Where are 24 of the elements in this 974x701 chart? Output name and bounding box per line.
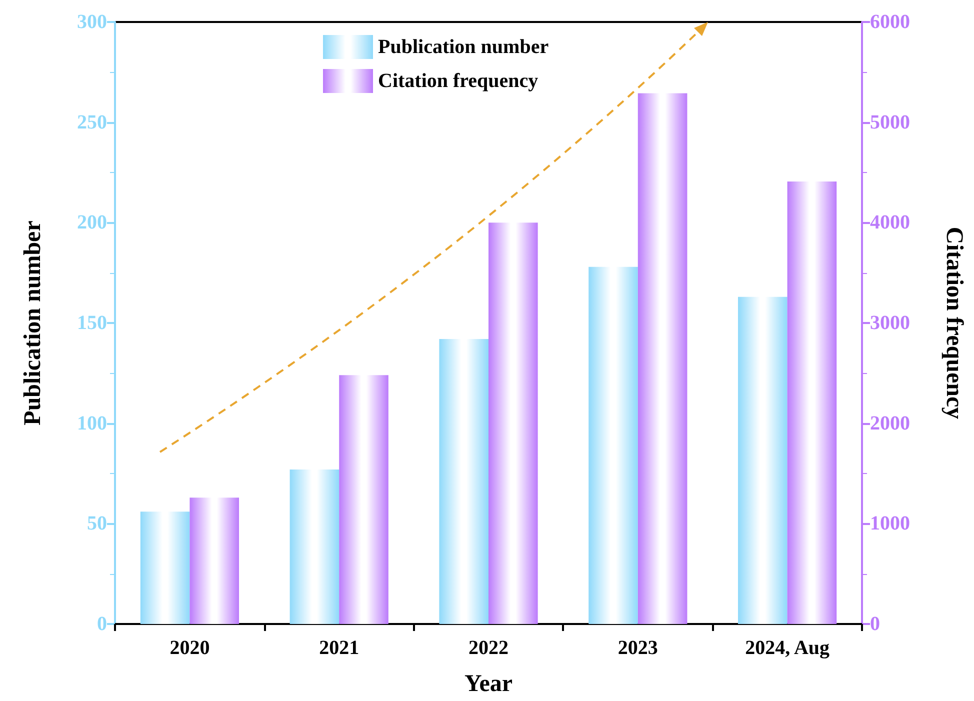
x-axis-title: Year [464,671,513,697]
y2-axis-title: Citation frequency [941,226,967,420]
y2-tick-label: 5000 [870,111,910,134]
y2-tick-label: 0 [870,613,880,635]
y-axis-title: Publication number [20,220,46,426]
y-tick-label: 250 [77,111,107,134]
x-tick-label: 2021 [319,637,360,659]
y-tick-label: 100 [77,412,107,434]
y-tick-label: 200 [77,212,107,234]
x-tick-label: 2024, Aug [745,637,830,659]
legend-label: Publication number [378,36,549,58]
y2-tick-label: 1000 [870,512,910,535]
y2-tick-label: 3000 [870,312,910,334]
y2-tick-label: 4000 [870,212,910,234]
legend-label: Citation frequency [378,70,538,92]
x-tick-label: 2022 [468,637,508,659]
y-tick-label: 150 [77,312,107,334]
y2-tick-label: 2000 [870,412,910,434]
y-tick-label: 0 [97,613,107,635]
y-tick-label: 50 [87,512,107,535]
y-tick-label: 300 [77,11,107,33]
x-tick-label: 2020 [170,637,210,659]
x-tick-label: 2023 [618,637,658,659]
y2-tick-label: 6000 [870,11,910,33]
